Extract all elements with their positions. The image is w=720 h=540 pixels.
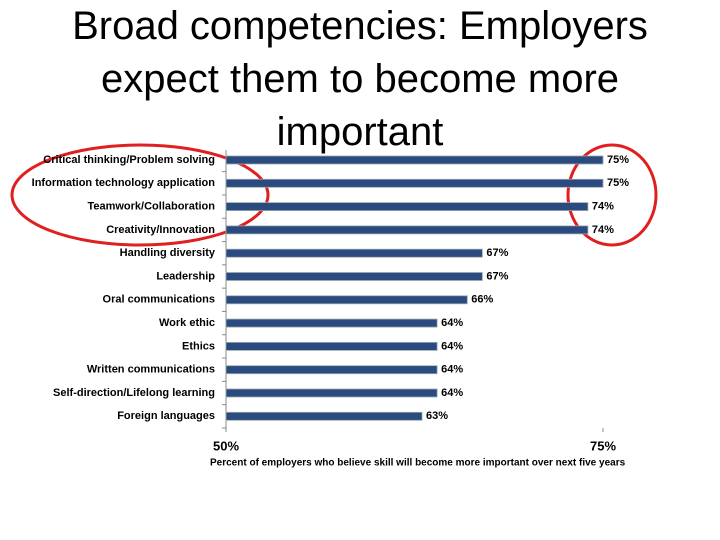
category-label: Oral communications [103, 294, 215, 306]
highlight-ellipse [566, 143, 658, 247]
bar [225, 365, 438, 375]
value-label: 66% [471, 294, 493, 306]
category-label: Teamwork/Collaboration [87, 201, 215, 213]
bar [225, 411, 423, 421]
value-label: 75% [607, 154, 629, 166]
x-tick-label: 50% [213, 438, 239, 453]
bar [225, 155, 604, 165]
category-label: Foreign languages [117, 410, 215, 422]
chart-title: Broad competencies: Employers expect the… [72, 4, 648, 154]
bar [225, 295, 468, 305]
highlight-ellipse [10, 143, 270, 247]
bar [225, 272, 483, 281]
category-label: Written communications [87, 364, 215, 376]
value-label: 64% [441, 387, 463, 399]
value-label: 74% [592, 224, 614, 236]
value-label: 67% [486, 247, 508, 259]
category-label: Information technology application [32, 177, 216, 189]
category-label: Work ethic [159, 317, 215, 329]
value-label: 67% [486, 270, 508, 282]
bar [225, 341, 438, 351]
category-label: Handling diversity [120, 247, 216, 259]
value-label: 75% [607, 177, 629, 189]
bar [225, 225, 589, 235]
category-label: Leadership [156, 270, 215, 282]
value-label: 64% [441, 317, 463, 329]
bar [225, 202, 589, 212]
bar [225, 178, 604, 188]
category-label: Critical thinking/Problem solving [43, 154, 215, 166]
category-label: Ethics [182, 340, 215, 352]
bar [225, 318, 438, 328]
category-label: Creativity/Innovation [106, 224, 215, 236]
value-label: 64% [441, 364, 463, 376]
value-label: 64% [441, 340, 463, 352]
category-label: Self-direction/Lifelong learning [53, 387, 215, 399]
bar [225, 248, 483, 258]
x-tick-label: 75% [590, 438, 616, 453]
value-label: 74% [592, 201, 614, 213]
bar [225, 388, 438, 398]
value-label: 63% [426, 410, 448, 422]
x-axis-label: Percent of employers who believe skill w… [210, 458, 626, 469]
